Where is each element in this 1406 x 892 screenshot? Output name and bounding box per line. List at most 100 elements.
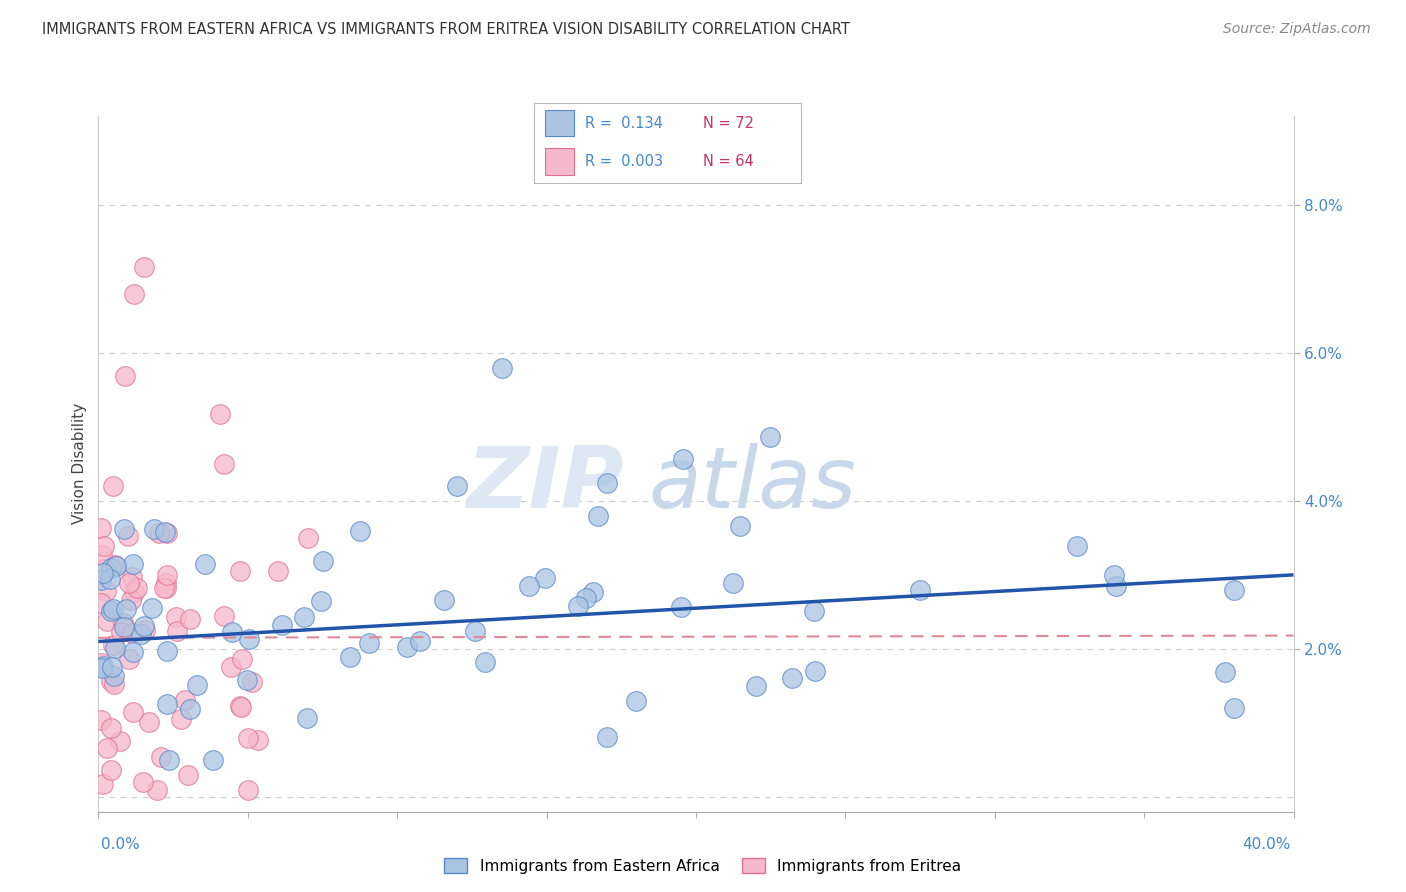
- Point: [533, 571, 555, 585]
- Text: 40.0%: 40.0%: [1243, 837, 1291, 852]
- Point: [491, 360, 513, 375]
- FancyBboxPatch shape: [546, 110, 575, 136]
- Point: [105, 559, 128, 574]
- Point: [96, 614, 118, 628]
- Point: [100, 721, 122, 735]
- Point: [745, 679, 768, 693]
- Point: [339, 649, 361, 664]
- Point: [228, 698, 250, 713]
- Point: [141, 600, 163, 615]
- Point: [567, 599, 589, 614]
- Point: [103, 677, 125, 691]
- Text: atlas: atlas: [648, 443, 856, 526]
- Text: ZIP: ZIP: [467, 443, 624, 526]
- Point: [148, 525, 170, 540]
- Text: 0.0%: 0.0%: [101, 837, 141, 852]
- Point: [129, 627, 152, 641]
- Point: [90, 713, 112, 727]
- Point: [138, 715, 160, 730]
- Point: [152, 581, 174, 595]
- Point: [177, 768, 200, 782]
- Point: [728, 519, 751, 533]
- Text: N = 72: N = 72: [703, 116, 754, 130]
- Point: [165, 609, 187, 624]
- Point: [166, 624, 188, 638]
- Point: [121, 570, 143, 584]
- Point: [111, 615, 134, 630]
- Point: [156, 698, 179, 712]
- Point: [357, 635, 380, 649]
- Point: [671, 599, 693, 614]
- Point: [212, 609, 235, 624]
- Point: [596, 730, 619, 744]
- Point: [446, 479, 468, 493]
- Point: [127, 581, 149, 595]
- Point: [292, 610, 315, 624]
- Point: [100, 604, 122, 618]
- Point: [349, 524, 371, 538]
- Point: [1223, 582, 1246, 597]
- Point: [122, 585, 145, 599]
- Point: [103, 602, 125, 616]
- Point: [247, 733, 270, 747]
- Point: [124, 286, 146, 301]
- Point: [408, 634, 430, 648]
- Point: [759, 430, 782, 444]
- Text: R =  0.134: R = 0.134: [585, 116, 662, 130]
- Point: [104, 558, 127, 572]
- Point: [221, 625, 243, 640]
- Point: [114, 368, 136, 383]
- Point: [156, 567, 179, 582]
- Point: [110, 625, 132, 640]
- Point: [118, 652, 141, 666]
- Point: [96, 740, 118, 755]
- Point: [464, 624, 486, 638]
- Point: [114, 601, 136, 615]
- Point: [202, 753, 225, 767]
- Point: [803, 604, 825, 618]
- Point: [146, 782, 169, 797]
- Point: [1105, 579, 1128, 593]
- Point: [155, 581, 177, 595]
- Point: [122, 557, 145, 571]
- Point: [236, 782, 259, 797]
- Point: [155, 576, 177, 591]
- Point: [103, 669, 125, 683]
- Point: [122, 705, 145, 719]
- Point: [672, 452, 695, 467]
- Point: [212, 457, 235, 471]
- Point: [721, 575, 744, 590]
- Point: [194, 558, 217, 572]
- Point: [267, 564, 290, 578]
- Point: [295, 711, 318, 725]
- Point: [1066, 540, 1088, 554]
- Point: [90, 573, 112, 587]
- Point: [132, 775, 155, 789]
- Legend: Immigrants from Eastern Africa, Immigrants from Eritrea: Immigrants from Eastern Africa, Immigran…: [439, 852, 967, 880]
- Point: [219, 660, 242, 674]
- Point: [270, 617, 292, 632]
- Point: [575, 591, 598, 606]
- Point: [90, 521, 112, 535]
- Point: [179, 612, 201, 626]
- Text: N = 64: N = 64: [703, 154, 754, 169]
- Point: [1213, 665, 1236, 679]
- Point: [100, 673, 122, 688]
- Point: [156, 644, 179, 658]
- Point: [596, 476, 619, 491]
- Point: [93, 539, 115, 553]
- Point: [1223, 701, 1246, 715]
- Point: [118, 575, 141, 590]
- Point: [112, 522, 135, 536]
- Point: [582, 585, 605, 599]
- Y-axis label: Vision Disability: Vision Disability: [72, 403, 87, 524]
- Point: [91, 549, 114, 563]
- Point: [104, 640, 127, 655]
- Point: [1104, 567, 1126, 582]
- Point: [100, 561, 122, 575]
- Text: IMMIGRANTS FROM EASTERN AFRICA VS IMMIGRANTS FROM ERITREA VISION DISABILITY CORR: IMMIGRANTS FROM EASTERN AFRICA VS IMMIGR…: [42, 22, 851, 37]
- Point: [91, 658, 114, 673]
- Point: [804, 664, 827, 678]
- Point: [98, 572, 121, 586]
- FancyBboxPatch shape: [546, 148, 575, 175]
